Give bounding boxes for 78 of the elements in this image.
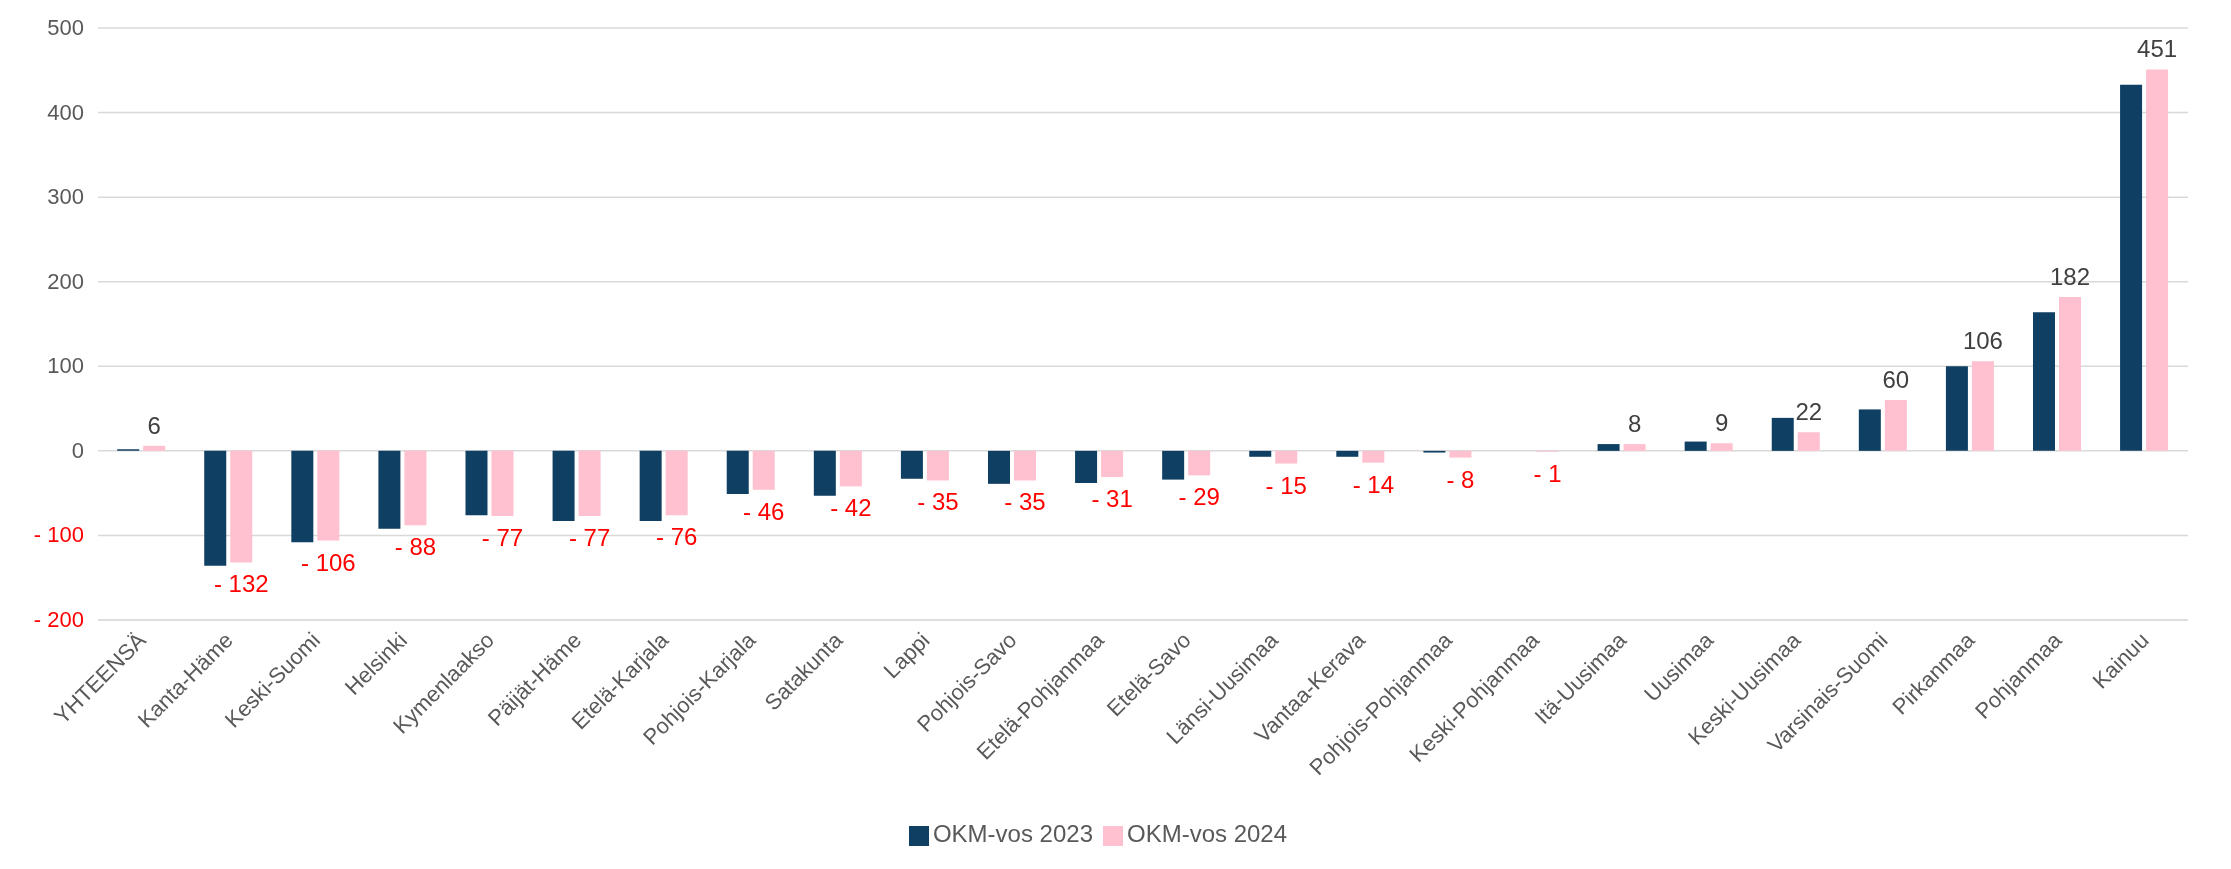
data-label: - 14 xyxy=(1352,470,1394,498)
bar xyxy=(1884,400,1907,451)
bar xyxy=(1623,444,1646,451)
bar xyxy=(1336,450,1359,457)
bar xyxy=(2058,296,2081,451)
data-label: - 15 xyxy=(1265,471,1307,499)
bar xyxy=(378,450,401,529)
y-tick-label: - 200 xyxy=(33,607,84,632)
bar xyxy=(143,445,166,451)
y-tick-label: 0 xyxy=(71,437,84,463)
bar xyxy=(2032,312,2055,451)
data-label: - 77 xyxy=(481,523,524,551)
bar xyxy=(317,450,340,541)
y-tick-label: 500 xyxy=(47,15,84,40)
data-label: - 42 xyxy=(830,494,872,522)
y-tick-label: 400 xyxy=(47,99,84,125)
data-label: 9 xyxy=(1714,409,1729,437)
bar xyxy=(639,450,662,522)
bar xyxy=(926,450,949,481)
bar xyxy=(1013,450,1036,481)
bar xyxy=(204,450,227,566)
data-label: 8 xyxy=(1627,410,1642,438)
bar xyxy=(2120,84,2143,451)
bar xyxy=(404,450,427,526)
bar xyxy=(578,450,601,516)
bar xyxy=(491,450,514,516)
y-tick-label: 100 xyxy=(47,353,84,379)
legend-label: OKM-vos 2023 xyxy=(932,820,1093,847)
bar xyxy=(1945,366,1968,451)
bar xyxy=(1684,441,1707,451)
data-label: - 8 xyxy=(1446,465,1475,493)
bar xyxy=(987,450,1010,484)
bar xyxy=(465,450,488,516)
data-label: - 31 xyxy=(1091,485,1133,513)
data-label: 22 xyxy=(1795,398,1823,426)
bar xyxy=(752,450,775,490)
bar xyxy=(813,450,836,496)
data-label: 60 xyxy=(1882,366,1910,394)
bar xyxy=(1249,450,1272,457)
data-label: - 1 xyxy=(1533,459,1562,487)
bar xyxy=(1275,450,1298,464)
bar xyxy=(2146,69,2169,451)
y-tick-label: 200 xyxy=(47,268,84,294)
bar xyxy=(552,450,575,522)
legend-label: OKM-vos 2024 xyxy=(1127,820,1288,847)
data-label: - 29 xyxy=(1178,483,1220,511)
bar xyxy=(1771,417,1794,451)
data-label: 182 xyxy=(2049,262,2091,290)
data-label: - 77 xyxy=(568,523,611,551)
bar xyxy=(1858,409,1881,451)
data-label: 451 xyxy=(2137,35,2178,63)
bar xyxy=(900,450,923,479)
data-label: 106 xyxy=(1962,327,2003,355)
data-label: - 88 xyxy=(394,533,437,561)
data-label: - 76 xyxy=(655,523,698,551)
bar xyxy=(726,450,749,494)
bar xyxy=(1597,444,1620,451)
bar xyxy=(1710,443,1733,451)
bar xyxy=(1188,450,1211,476)
bar xyxy=(291,450,314,543)
bar xyxy=(839,450,862,487)
y-tick-label: - 100 xyxy=(33,522,84,548)
bar xyxy=(1075,450,1098,483)
bar xyxy=(1971,361,1994,451)
data-label: - 35 xyxy=(917,488,959,516)
bar xyxy=(1449,450,1472,458)
bar xyxy=(665,450,688,516)
data-label: 6 xyxy=(147,411,161,439)
bar xyxy=(1101,450,1124,478)
data-label: - 46 xyxy=(743,497,785,525)
data-label: - 35 xyxy=(1004,488,1046,516)
bar xyxy=(1162,450,1185,480)
bar xyxy=(1797,432,1820,451)
y-tick-label: 300 xyxy=(47,184,84,210)
bar xyxy=(230,450,253,563)
data-label: - 132 xyxy=(213,570,269,598)
data-label: - 106 xyxy=(300,548,356,576)
bar xyxy=(1362,450,1385,463)
